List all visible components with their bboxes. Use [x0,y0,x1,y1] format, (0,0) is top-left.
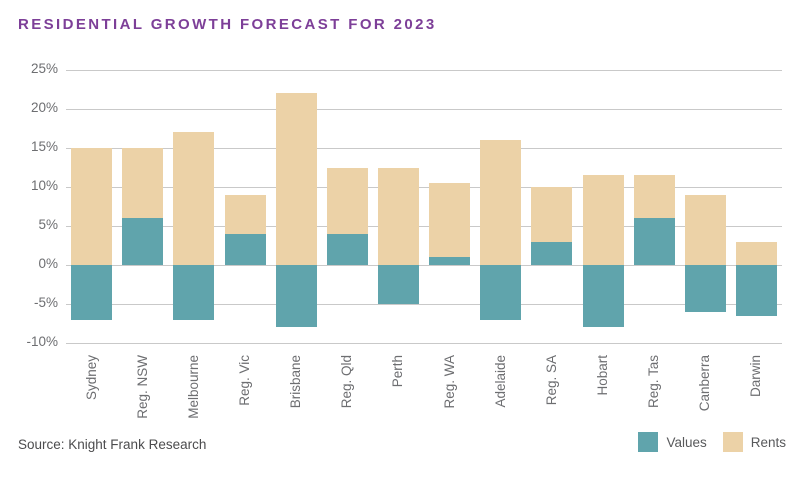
y-tick-label: 25% [30,61,58,76]
legend: Values Rents [638,432,786,452]
bar-values [275,265,317,328]
bar-rents [735,241,777,265]
bar-rents [429,183,471,258]
x-tick-label: Melbourne [185,355,201,419]
legend-swatch-values [638,432,659,452]
legend-item-values: Values [638,432,707,452]
gridline [66,109,782,110]
bar-values [480,265,522,320]
bar-rents [582,175,624,265]
gridline [66,187,782,188]
bar-rents [224,194,266,234]
bar-values [122,218,164,265]
gridline [66,70,782,71]
plot-area [66,70,782,344]
bar-values [71,265,113,320]
x-tick-label: Reg. WA [441,355,457,409]
bar-values [429,257,471,265]
gridline [66,265,782,266]
x-tick-label: Reg. Qld [339,355,355,409]
y-tick-label: 10% [30,178,58,193]
y-tick-label: -10% [26,334,58,349]
y-tick-label: 15% [30,139,58,154]
x-tick-label: Perth [390,355,406,388]
legend-label: Values [666,434,707,450]
legend-swatch-rents [722,432,743,452]
legend-label: Rents [750,434,786,450]
bar-values [377,265,419,304]
bar-rents [480,140,522,265]
bar-values [531,241,573,265]
chart-title: RESIDENTIAL GROWTH FORECAST FOR 2023 [18,16,437,33]
bar-rents [684,194,726,265]
bar-rents [531,187,573,242]
x-tick-label: Reg. Tas [646,355,662,409]
y-tick-label: 20% [30,100,58,115]
legend-item-rents: Rents [722,432,786,452]
bar-values [326,233,368,265]
y-tick-label: -5% [33,295,58,310]
x-tick-label: Sydney [83,355,99,401]
gridline [66,226,782,227]
bar-rents [173,132,215,265]
bar-values [582,265,624,328]
y-axis-labels: 25% 20% 15% 10% 5% 0% -5% -10% [0,61,58,349]
x-tick-label: Reg. NSW [134,355,150,419]
y-tick-label: 5% [38,217,58,232]
x-tick-label: Hobart [595,355,610,396]
bar-values [633,218,675,265]
gridline [66,343,782,344]
gridline [66,148,782,149]
bar-rents [377,167,419,265]
x-tick-label: Canberra [697,355,713,412]
bar-rents [275,93,317,265]
bar-values [224,233,266,265]
bar-values [684,265,726,312]
x-tick-label: Reg. Vic [237,355,252,406]
x-tick-label: Reg. SA [543,355,559,406]
source-text: Source: Knight Frank Research [18,437,207,452]
x-tick-label: Adelaide [492,355,508,408]
gridline [66,304,782,305]
bar-values [735,265,777,316]
bar-rents [326,167,368,234]
bar-rents [71,148,113,265]
x-tick-label: Darwin [748,355,764,398]
bar-rents [122,148,164,219]
x-tick-label: Brisbane [288,355,304,409]
y-tick-label: 0% [38,256,58,271]
bar-values [173,265,215,320]
bar-rents [633,175,675,219]
